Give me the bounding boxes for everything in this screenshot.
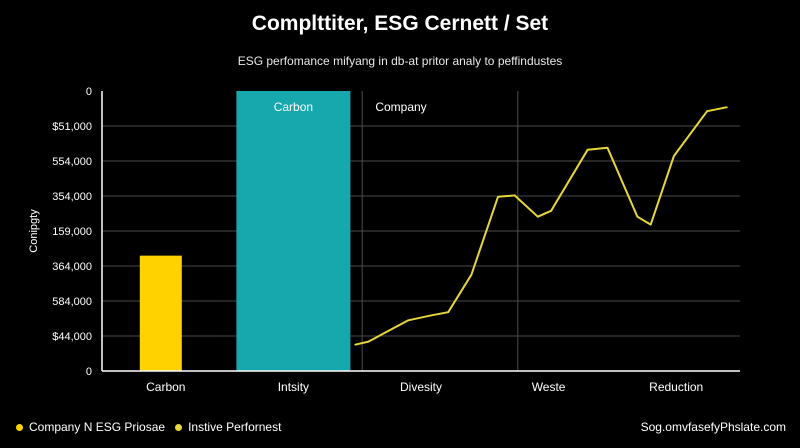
- chart-title: Complttiter, ESG Cernett / Set: [251, 12, 549, 35]
- bar-intsity: [236, 91, 351, 371]
- series-point: [497, 196, 499, 198]
- series-point: [447, 311, 449, 314]
- series-point: [367, 340, 370, 343]
- x-tick-label: Divesity: [400, 380, 442, 394]
- legend-item-industry: Instive Perfornest: [175, 420, 281, 434]
- y-tick-label: 354,000: [52, 191, 92, 203]
- legend-swatch-industry: [175, 423, 183, 431]
- series-line: [354, 106, 728, 346]
- x-tick-label: Reduction: [649, 380, 703, 394]
- legend-swatch-company: [16, 423, 23, 431]
- series-point: [470, 273, 473, 276]
- bar-carbon: [139, 255, 182, 371]
- series-point: [407, 319, 410, 322]
- plot-label: Company: [375, 100, 426, 114]
- y-tick-label: 159,000: [52, 226, 92, 238]
- series-point: [550, 210, 552, 212]
- source-credit: Sog.omvfasefyPhslate.com: [640, 420, 786, 434]
- x-tick-label: Carbon: [146, 380, 185, 394]
- series-point: [354, 343, 357, 346]
- series-point: [513, 194, 516, 197]
- y-tick-label: 0: [86, 86, 92, 98]
- y-tick-label: $44,000: [52, 331, 92, 343]
- legend: Company N ESG Priosae Instive Perfornest: [16, 420, 291, 434]
- series-point: [636, 215, 639, 218]
- series-point: [726, 106, 728, 109]
- series-point: [606, 147, 609, 149]
- y-tick-label: 554,000: [52, 156, 92, 168]
- y-tick-label: $51,000: [52, 121, 92, 133]
- legend-label-company: Company N ESG Priosae: [29, 420, 166, 434]
- series-point: [586, 149, 589, 151]
- series-point: [537, 215, 539, 218]
- x-tick-label: Weste: [532, 380, 566, 394]
- chart-subtitle: ESG perfomance mifyang in db-at pritor a…: [237, 54, 563, 68]
- series-point: [706, 110, 708, 112]
- bar-label: Carbon: [274, 100, 313, 114]
- series-point: [430, 314, 433, 317]
- y-tick-label: 584,000: [52, 296, 92, 308]
- legend-label-industry: Instive Perfornest: [188, 420, 282, 434]
- series-point: [673, 155, 675, 157]
- y-tick-label: 0: [86, 366, 92, 378]
- legend-item-company: Company N ESG Priosae: [16, 420, 165, 434]
- x-tick-label: Intsity: [278, 380, 309, 394]
- series-point: [649, 223, 652, 226]
- y-axis-title: Conipgty: [28, 209, 40, 253]
- y-tick-label: 364,000: [52, 261, 92, 273]
